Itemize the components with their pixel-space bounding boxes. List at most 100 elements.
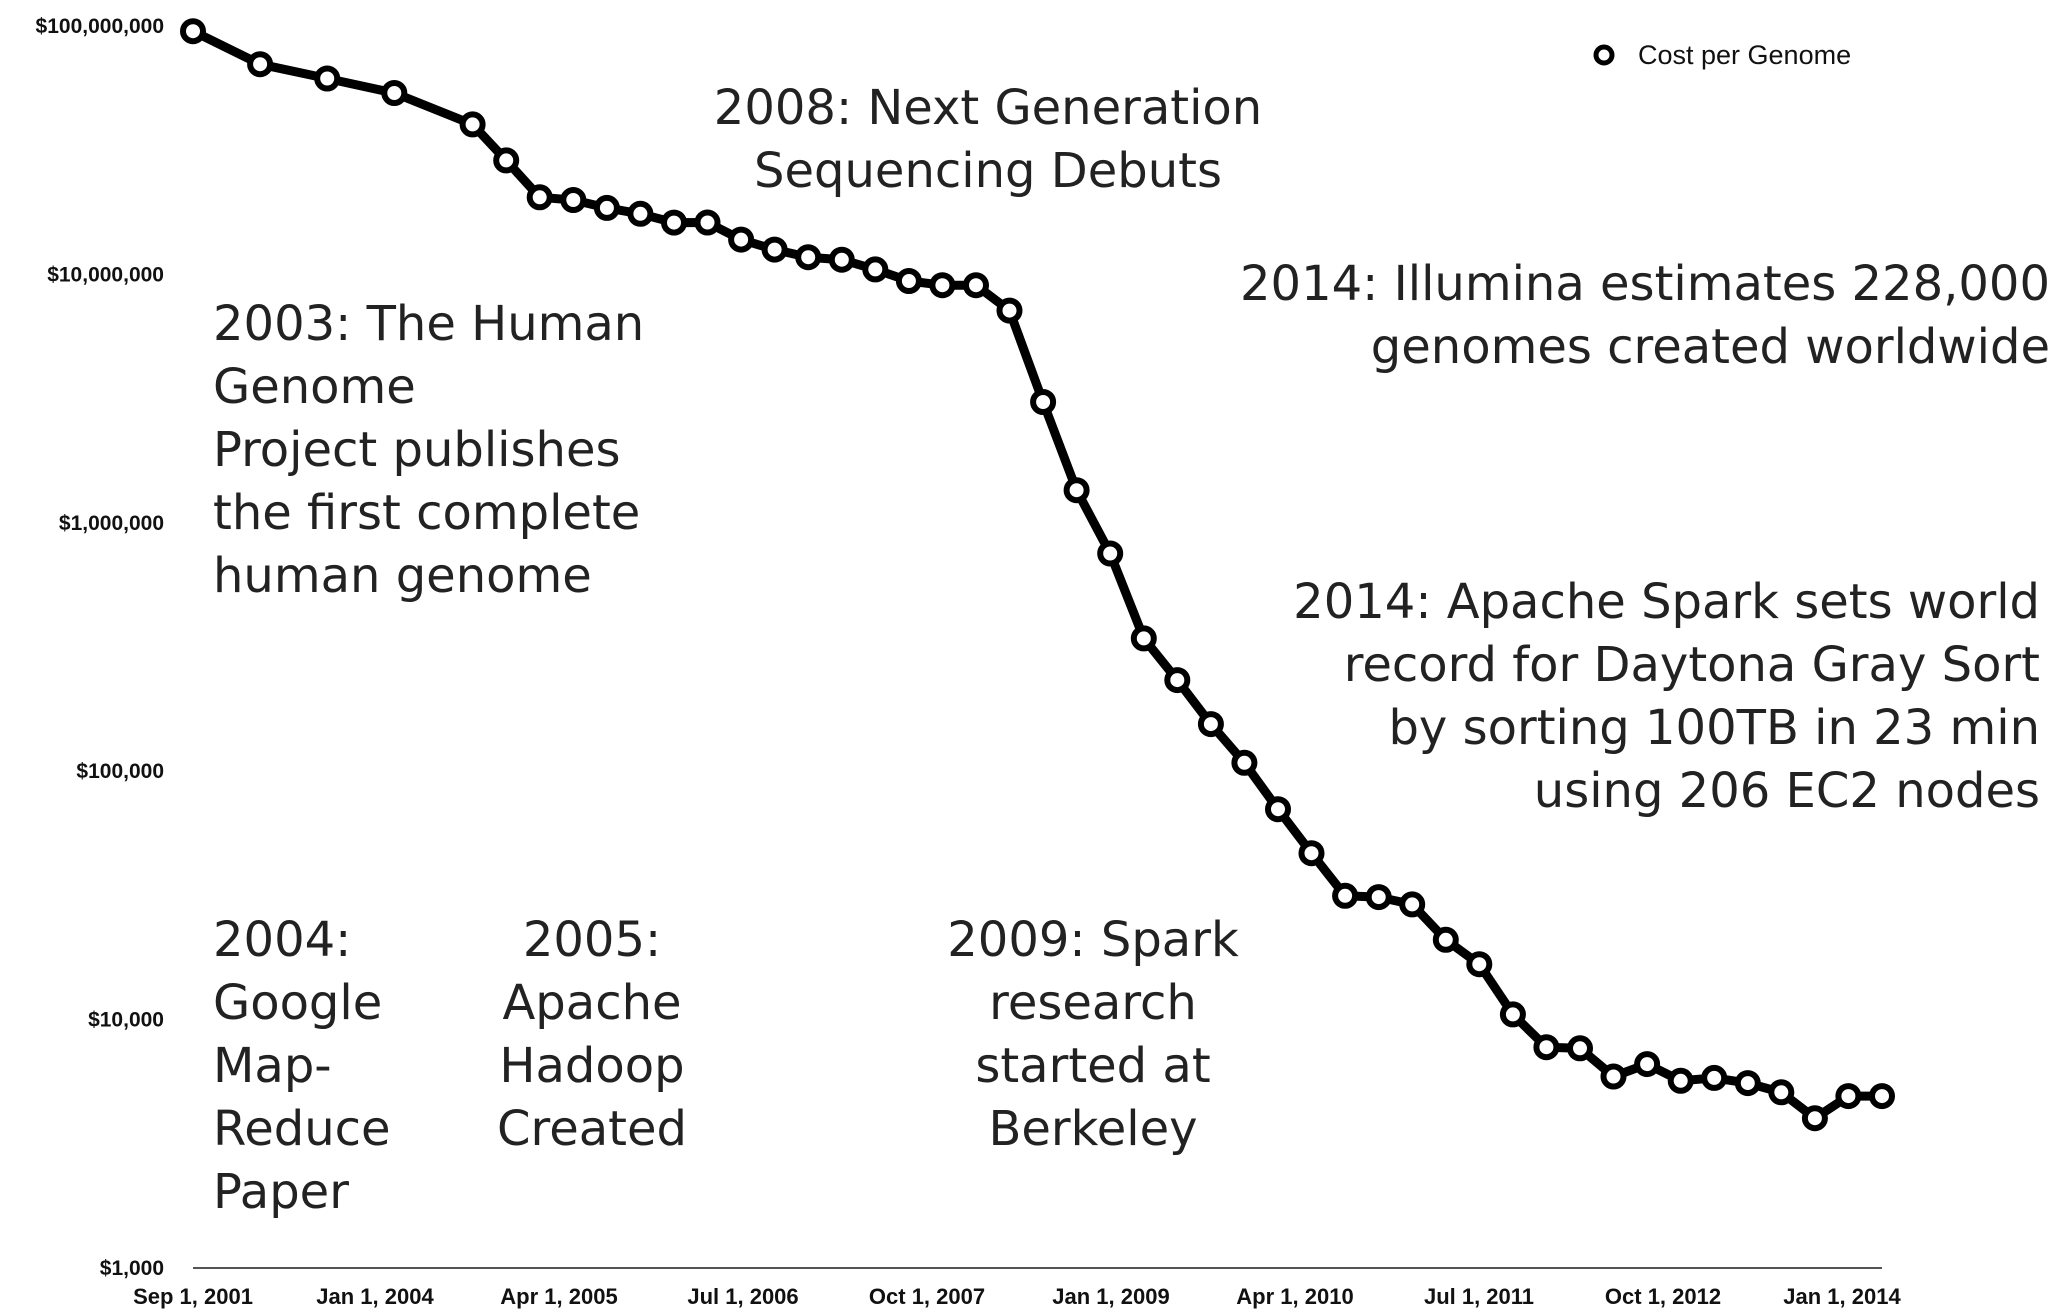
annotation-line: the first complete [213, 485, 640, 541]
annotation-line: 2008: Next Generation [714, 80, 1262, 136]
data-point [459, 111, 486, 138]
annotation-text: 2004: Google Map- Reduce Paper [213, 912, 391, 1220]
data-point [761, 236, 788, 263]
data-point [1466, 951, 1493, 978]
x-tick-label: Jan 1, 2009 [1052, 1284, 1169, 1309]
data-point [1265, 796, 1291, 823]
data-point [1399, 891, 1426, 918]
annotation-line: human genome [213, 548, 592, 604]
data-point [314, 65, 341, 92]
data-point [493, 147, 520, 174]
x-tick-label: Apr 1, 2005 [500, 1284, 617, 1309]
x-tick-label: Jul 1, 2011 [1424, 1284, 1534, 1309]
data-point [526, 184, 553, 211]
data-point [1097, 540, 1124, 567]
data-point [1499, 1001, 1526, 1028]
x-tick-label: Oct 1, 2007 [869, 1284, 985, 1309]
annotations: 2008: Next Generation Sequencing Debuts20… [213, 80, 2050, 1220]
data-point [694, 209, 721, 236]
annotation-text: 2009: Spark research started at Berkeley [947, 912, 1239, 1157]
data-point [828, 246, 855, 273]
annotation-line: Sequencing Debuts [754, 143, 1222, 199]
annotation-text: 2014: Apache Spark sets world record for … [1293, 574, 2040, 819]
annotation-text: 2008: Next Generation Sequencing Debuts [714, 80, 1262, 199]
data-point [381, 80, 408, 106]
legend-marker-icon [1593, 44, 1615, 66]
annotation-line: Created [497, 1101, 687, 1157]
annotation-line: started at [975, 1038, 1210, 1094]
data-point [247, 51, 274, 78]
data-point [795, 244, 822, 271]
annotation-line: by sorting 100TB in 23 min [1388, 700, 2040, 756]
x-tick-label: Sep 1, 2001 [133, 1284, 253, 1309]
data-point [1298, 840, 1325, 867]
annotation-line: Google [213, 975, 382, 1031]
annotation-line: Genome [213, 359, 416, 415]
data-point [1164, 667, 1191, 694]
data-point [1432, 926, 1459, 953]
annotation-line: Map- [213, 1038, 332, 1094]
y-axis: $100,000,000 $10,000,000 $1,000,000 $100,00… [36, 15, 164, 1280]
data-point [929, 272, 956, 299]
annotation-line: 2014: Apache Spark sets world [1293, 574, 2040, 630]
annotation-line: Paper [213, 1164, 349, 1220]
data-point [728, 226, 755, 253]
annotation-line: Project publishes [213, 422, 620, 478]
annotation-text: 2003: The Human Genome Project publishes th… [213, 296, 644, 604]
annotation-line: 2004: [213, 912, 351, 968]
data-point [1030, 389, 1057, 415]
x-tick-label: Oct 1, 2012 [1605, 1284, 1721, 1309]
data-point [1365, 884, 1392, 911]
annotation-line: 2003: The Human [213, 296, 644, 352]
x-tick-label: Apr 1, 2010 [1236, 1284, 1353, 1309]
legend: Cost per Genome [1593, 40, 1851, 70]
x-tick-label: Jan 1, 2014 [1783, 1284, 1901, 1309]
y-tick-label: $1,000 [100, 1257, 164, 1280]
y-tick-label: $10,000 [88, 1009, 164, 1032]
data-point [560, 187, 587, 213]
data-point [1667, 1067, 1694, 1094]
data-point [895, 268, 922, 294]
x-axis: Sep 1, 2001 Jan 1, 2004 Apr 1, 2005 Jul 1, … [133, 1267, 1901, 1309]
annotation-line: Hadoop [499, 1038, 684, 1094]
annotation-line: 2005: [523, 912, 661, 968]
data-point [1768, 1079, 1795, 1106]
data-point [1063, 477, 1090, 504]
annotation-line: Berkeley [988, 1101, 1197, 1157]
data-point [1130, 625, 1157, 652]
annotation-line: Reduce [213, 1101, 391, 1157]
data-point [1701, 1064, 1728, 1091]
annotation-text: 2005: Apache Hadoop Created [497, 912, 687, 1157]
data-point [593, 194, 620, 221]
data-point [180, 18, 206, 45]
data-point [1801, 1105, 1828, 1132]
annotation-line: research [989, 975, 1197, 1031]
annotation-line: 2009: Spark [947, 912, 1239, 968]
data-point [963, 272, 989, 299]
data-point [1197, 711, 1224, 738]
data-point [1634, 1051, 1661, 1078]
data-point [862, 256, 889, 283]
annotation-line: record for Daytona Gray Sort [1344, 637, 2040, 693]
annotation-line: Apache [502, 975, 681, 1031]
data-point [1567, 1035, 1593, 1062]
data-point [627, 200, 654, 227]
data-point [1533, 1034, 1560, 1061]
data-point [1835, 1083, 1862, 1110]
annotation-line: using 206 EC2 nodes [1534, 763, 2040, 819]
data-point [1231, 749, 1258, 776]
series-layer [180, 18, 1895, 1132]
x-tick-label: Jul 1, 2006 [687, 1284, 798, 1309]
annotation-line: 2014: Illumina estimates 228,000 [1240, 256, 2050, 312]
y-tick-label: $100,000,000 [36, 15, 164, 38]
annotation-text: 2014: Illumina estimates 228,000 genomes … [1240, 256, 2050, 375]
data-point [1600, 1063, 1627, 1090]
data-point [661, 209, 687, 236]
annotation-line: genomes created worldwide [1371, 319, 2050, 375]
data-point [996, 297, 1023, 324]
y-tick-label: $1,000,000 [59, 512, 164, 535]
y-tick-label: $10,000,000 [47, 263, 164, 286]
data-point [1869, 1083, 1895, 1110]
data-point [1332, 882, 1359, 909]
